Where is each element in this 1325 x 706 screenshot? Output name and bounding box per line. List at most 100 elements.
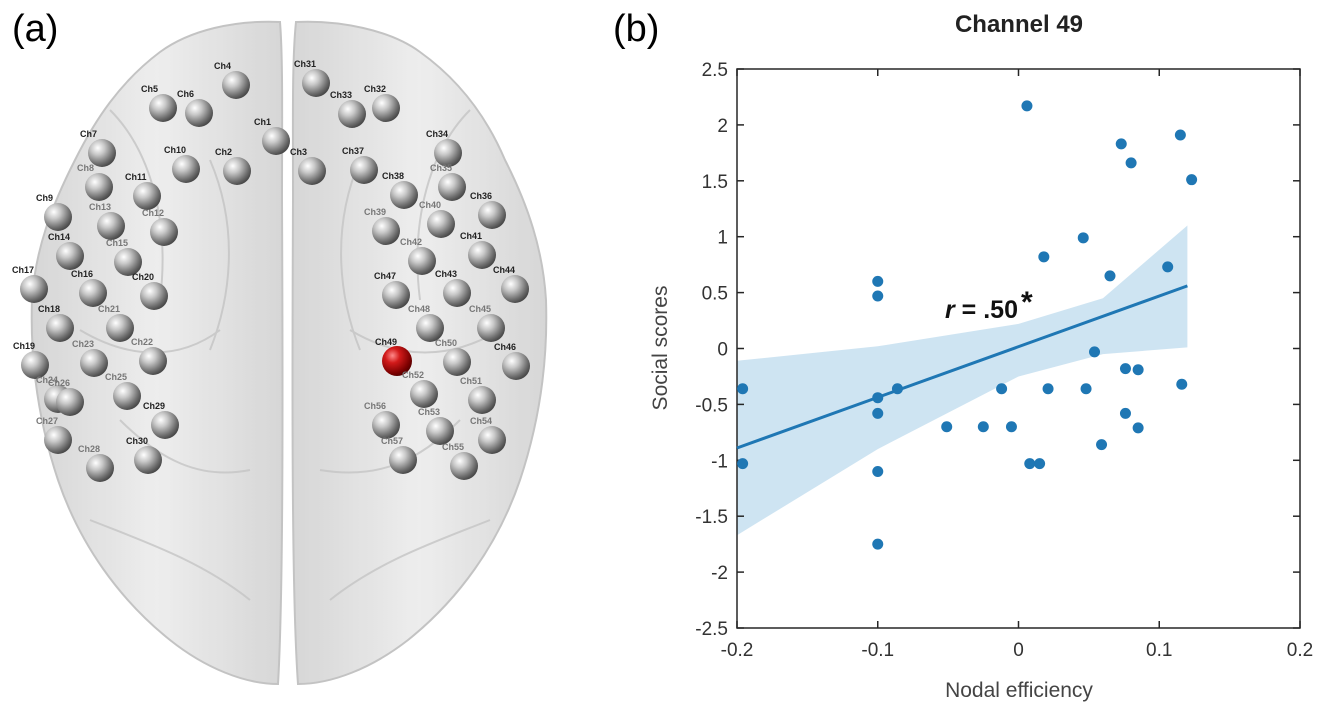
data-point xyxy=(1186,174,1198,186)
plot-area: 2.5 2 1.5 1 0.5 0 -0.5 -1 -1.5 -2 -2.5-0.2 -0.1 0 0.1… xyxy=(695,60,1313,661)
electrode-sphere xyxy=(149,94,177,122)
electrode-label: Ch12 xyxy=(142,208,164,218)
r-value: = .50 xyxy=(955,296,1018,324)
electrode-label: Ch23 xyxy=(72,339,94,349)
regression-line xyxy=(736,284,1188,450)
electrode-label: Ch22 xyxy=(131,337,153,347)
electrode-sphere xyxy=(372,217,400,245)
electrode-ch4: Ch4 xyxy=(214,61,250,99)
electrode-sphere xyxy=(443,348,471,376)
electrode-label: Ch16 xyxy=(71,269,93,279)
electrode-sphere xyxy=(450,452,478,480)
electrode-sphere xyxy=(106,314,134,342)
data-point xyxy=(1034,458,1046,470)
electrode-label: Ch31 xyxy=(294,59,316,69)
x-tick-label: 0.2 xyxy=(1287,640,1313,661)
panel-a-label: (a) xyxy=(12,8,59,50)
electrode-sphere xyxy=(20,275,48,303)
electrode-label: Ch34 xyxy=(426,129,448,139)
electrode-sphere xyxy=(46,314,74,342)
electrode-label: Ch48 xyxy=(408,304,430,314)
electrode-label: Ch55 xyxy=(442,442,464,452)
electrode-sphere xyxy=(150,218,178,246)
electrode-ch40: Ch40 xyxy=(419,200,455,238)
electrode-label: Ch28 xyxy=(78,444,100,454)
data-point xyxy=(1119,407,1131,419)
electrode-sphere xyxy=(438,173,466,201)
x-axis-label: Nodal efficiency xyxy=(945,679,1093,702)
electrode-label: Ch56 xyxy=(364,401,386,411)
electrode-label: Ch49 xyxy=(375,337,397,347)
electrode-ch33: Ch33 xyxy=(330,90,366,128)
electrode-sphere xyxy=(434,139,462,167)
data-point xyxy=(872,290,884,302)
electrode-label: Ch19 xyxy=(13,341,35,351)
electrode-ch35: Ch35 xyxy=(430,163,466,201)
electrode-label: Ch10 xyxy=(164,145,186,155)
electrode-sphere xyxy=(85,173,113,201)
electrode-label: Ch14 xyxy=(48,232,70,242)
electrode-sphere xyxy=(44,203,72,231)
electrode-sphere xyxy=(134,446,162,474)
electrode-ch14: Ch14 xyxy=(48,232,84,270)
electrode-ch26: Ch26 xyxy=(48,378,84,416)
electrode-sphere xyxy=(79,279,107,307)
electrode-ch53: Ch53 xyxy=(418,407,454,445)
highlighted-electrode-sphere xyxy=(382,346,412,376)
electrode-label: Ch20 xyxy=(132,272,154,282)
electrode-label: Ch54 xyxy=(470,416,492,426)
electrode-ch30: Ch30 xyxy=(126,436,162,474)
y-tick-label: -2.5 xyxy=(695,619,728,640)
data-point xyxy=(1077,232,1089,244)
r-symbol: r xyxy=(945,296,956,324)
electrode-ch50: Ch50 xyxy=(435,338,471,376)
electrode-label: Ch6 xyxy=(177,89,194,99)
electrode-ch7: Ch7 xyxy=(80,129,116,167)
electrode-ch31: Ch31 xyxy=(294,59,330,97)
electrode-label: Ch42 xyxy=(400,237,422,247)
electrode-sphere xyxy=(477,314,505,342)
data-point xyxy=(1176,378,1188,390)
data-point xyxy=(1005,421,1017,433)
electrode-label: Ch26 xyxy=(48,378,70,388)
electrode-sphere xyxy=(262,127,290,155)
data-point xyxy=(1096,439,1108,451)
y-tick-label: 2.5 xyxy=(702,60,728,81)
electrode-label: Ch41 xyxy=(460,231,482,241)
electrode-label: Ch45 xyxy=(469,304,491,314)
brain-figure: Ch1 Ch2 Ch3 Ch4 Ch5 Ch6 Ch7 Ch8 Ch9 Ch10 Ch11 Ch12 C… xyxy=(12,20,548,686)
electrode-sphere xyxy=(410,380,438,408)
electrode-sphere xyxy=(114,248,142,276)
electrode-sphere xyxy=(443,279,471,307)
electrode-ch57: Ch57 xyxy=(381,436,417,474)
electrode-label: Ch24 xyxy=(36,375,58,385)
electrode-ch39: Ch39 xyxy=(364,207,400,245)
electrode-sphere xyxy=(389,446,417,474)
data-point xyxy=(1104,270,1116,282)
panel-b-label: (b) xyxy=(613,8,660,50)
data-point xyxy=(996,383,1008,395)
data-point xyxy=(1021,100,1033,112)
y-tick-label: -1 xyxy=(711,451,728,472)
electrode-label: Ch4 xyxy=(214,61,231,71)
y-tick-label: 2 xyxy=(717,116,728,137)
data-point xyxy=(977,421,989,433)
electrode-label: Ch27 xyxy=(36,416,58,426)
electrode-sphere xyxy=(416,314,444,342)
electrode-ch28: Ch28 xyxy=(78,444,114,482)
electrode-label: Ch44 xyxy=(493,265,515,275)
electrode-ch55: Ch55 xyxy=(442,442,478,480)
electrode-label: Ch9 xyxy=(36,193,53,203)
electrode-sphere xyxy=(139,347,167,375)
electrode-label: Ch50 xyxy=(435,338,457,348)
electrode-ch37: Ch37 xyxy=(342,146,378,184)
electrode-ch16: Ch16 xyxy=(71,269,107,307)
electrode-sphere xyxy=(140,282,168,310)
electrode-ch44: Ch44 xyxy=(493,265,529,303)
data-point xyxy=(737,458,749,470)
y-tick-label: -1.5 xyxy=(695,507,728,528)
electrode-label: Ch43 xyxy=(435,269,457,279)
data-point xyxy=(1119,363,1131,375)
data-point xyxy=(1042,383,1054,395)
